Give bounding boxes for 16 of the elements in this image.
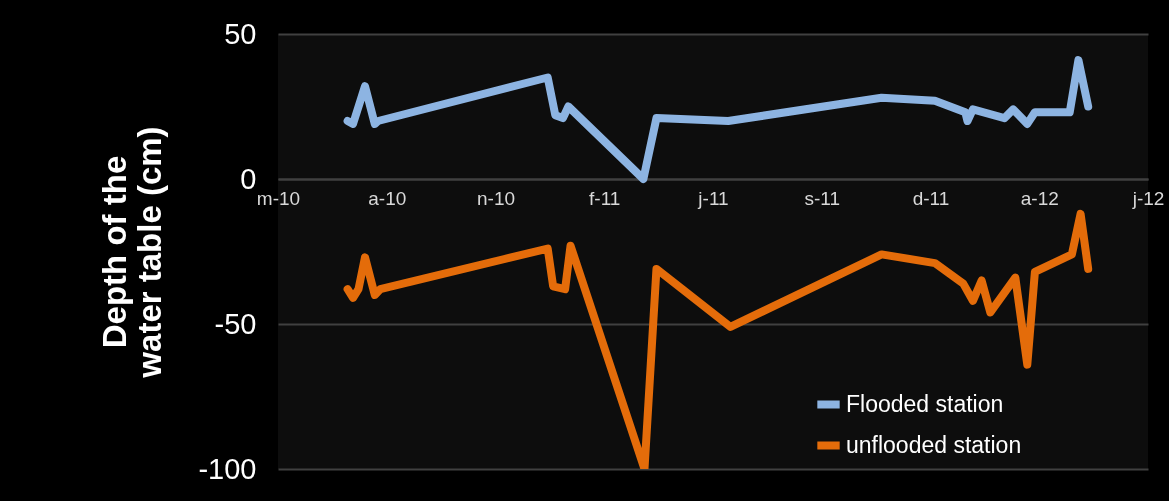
x-tick-label: a-10 bbox=[368, 187, 407, 209]
x-tick-label: j-12 bbox=[1131, 187, 1165, 209]
y-tick-label: -50 bbox=[214, 307, 257, 340]
x-tick-label: m-10 bbox=[256, 187, 301, 209]
y-tick-label: 50 bbox=[224, 17, 257, 50]
y-tick-label: 0 bbox=[240, 162, 257, 195]
x-tick-label: d-11 bbox=[912, 187, 950, 209]
legend-label: unflooded station bbox=[846, 431, 1022, 458]
x-tick-label: j-11 bbox=[697, 187, 729, 209]
x-tick-label: n-10 bbox=[476, 187, 516, 209]
x-tick-label: a-12 bbox=[1020, 187, 1059, 209]
legend-label: Flooded station bbox=[846, 390, 1004, 417]
y-axis-title: Depth of the water table (cm) bbox=[96, 126, 169, 379]
x-tick-label: f-11 bbox=[589, 187, 621, 209]
x-tick-label: s-11 bbox=[804, 187, 841, 209]
y-tick-label: -100 bbox=[198, 452, 257, 485]
